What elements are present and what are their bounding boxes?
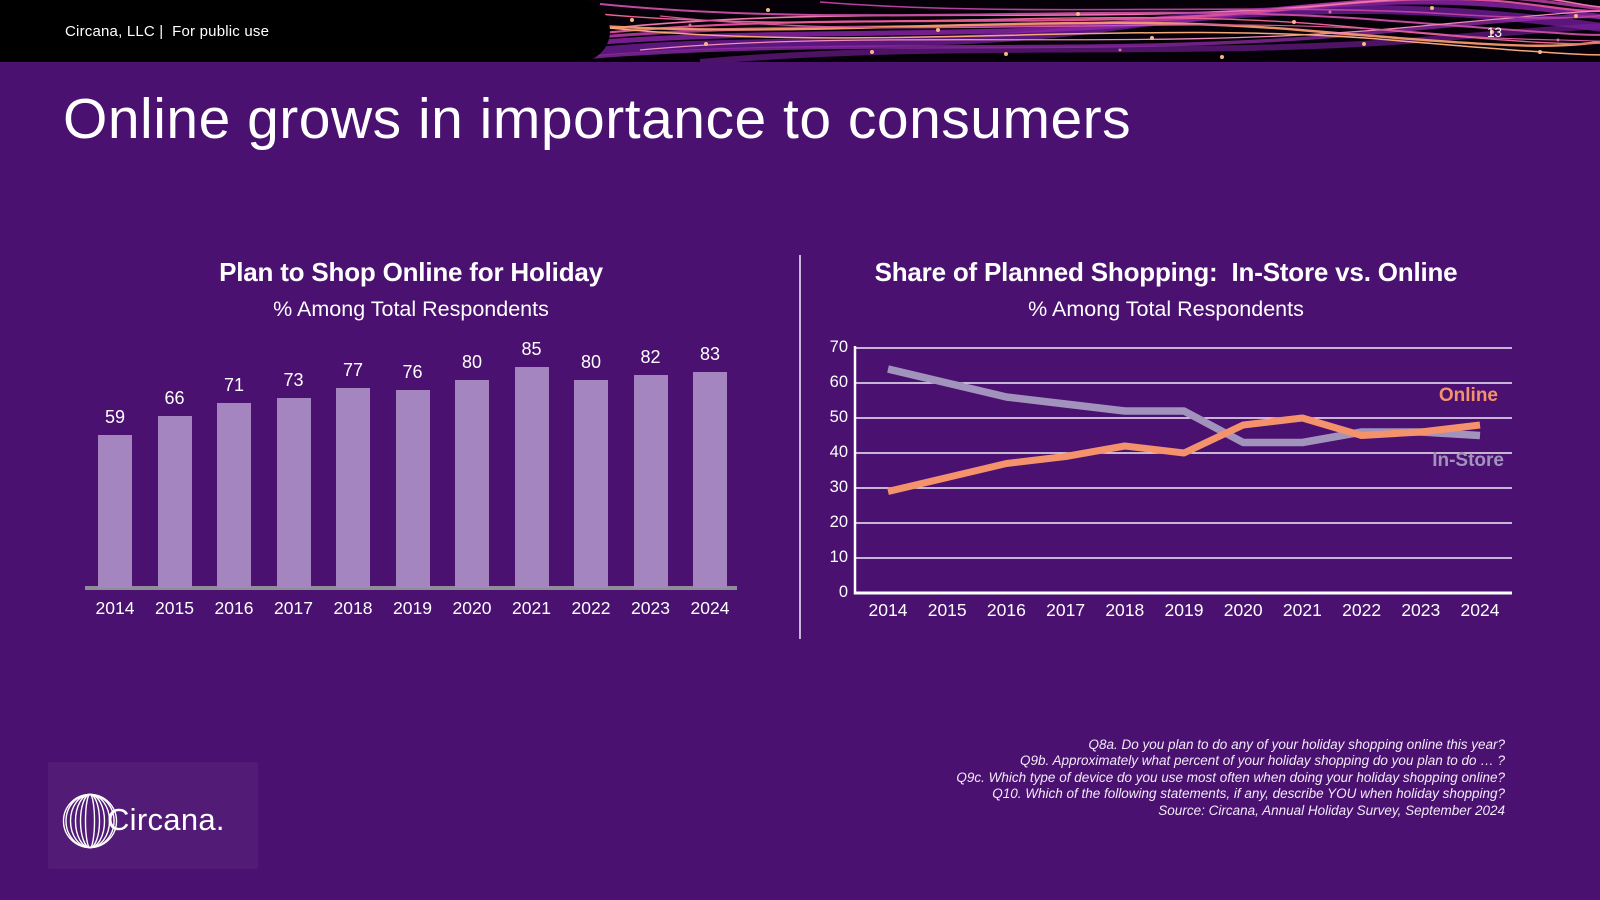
- footnote-line: Q10. Which of the following statements, …: [992, 786, 1505, 802]
- y-tick-label: 20: [829, 513, 848, 531]
- line-x-label: 2017: [1046, 600, 1086, 620]
- bar-chart-title: Plan to Shop Online for Holiday: [219, 257, 603, 287]
- bar-value-label: 76: [402, 362, 423, 382]
- bar-2014: [98, 435, 132, 588]
- bar-2018: [336, 388, 370, 588]
- line-x-label: 2018: [1105, 600, 1145, 620]
- y-tick-label: 30: [829, 478, 848, 496]
- bar-value-label: 77: [342, 360, 364, 380]
- circana-sphere-icon: [62, 793, 118, 849]
- footnote-line: Q9b. Approximately what percent of your …: [1019, 753, 1505, 769]
- line-chart-title: Share of Planned Shopping: In-Store vs. …: [874, 257, 1458, 287]
- bar-x-label: 2015: [155, 598, 194, 618]
- bar-x-label: 2020: [452, 598, 492, 618]
- line-x-label: 2019: [1164, 600, 1204, 620]
- footnotes: Q8a. Do you plan to do any of your holid…: [785, 737, 1505, 819]
- line-chart-xlabels: 2014 2015 2016 2017 2018 2019 2020 2021 2022 2023…: [820, 600, 1520, 624]
- line-x-label: 2020: [1223, 600, 1263, 620]
- bar-x-label: 2021: [512, 598, 551, 618]
- bar-x-label: 2022: [571, 598, 611, 618]
- bar-x-label: 2014: [95, 598, 135, 618]
- header-black-capsule: Circana, LLC | For public use: [0, 0, 610, 62]
- bar-x-label: 2017: [274, 598, 313, 618]
- y-tick-label: 10: [829, 548, 848, 566]
- logo-wordmark: Circana.: [107, 802, 225, 837]
- page-number: 13: [1486, 25, 1502, 40]
- line-x-label: 2022: [1342, 600, 1382, 620]
- line-x-label: 2014: [868, 600, 908, 620]
- instore-series-label: In-Store: [1432, 450, 1504, 471]
- y-tick-label: 60: [829, 373, 848, 391]
- bar-value-label: 83: [699, 344, 721, 364]
- bar-chart-xlabels: 2014 2015 2016 2017 2018 2019 2020 2021 2022 2023…: [85, 598, 737, 622]
- line-chart-subtitle: % Among Total Respondents: [1028, 297, 1304, 321]
- bar-2017: [276, 398, 311, 588]
- bar-x-label: 2024: [690, 598, 730, 618]
- bar-x-label: 2016: [214, 598, 254, 618]
- bar-2019: [395, 390, 430, 588]
- bar-value-label: 85: [521, 339, 542, 359]
- bar-chart-baseline: [85, 586, 737, 590]
- line-x-label: 2016: [986, 600, 1026, 620]
- line-x-label: 2023: [1401, 600, 1441, 620]
- top-banner: Circana, LLC | For public use 13: [0, 0, 1600, 62]
- chart-divider: [799, 255, 801, 639]
- online-line: [887, 414, 1481, 495]
- bar-value-label: 80: [461, 352, 483, 372]
- line-chart-plot: [853, 346, 1512, 595]
- bar-chart-subtitle: % Among Total Respondents: [273, 297, 549, 321]
- bar-2020: [455, 380, 489, 588]
- bar-value-label: 71: [223, 375, 245, 395]
- online-series-label: Online: [1438, 385, 1498, 406]
- bar-x-label: 2023: [631, 598, 670, 618]
- y-tick-label: 70: [829, 338, 848, 356]
- line-chart: 0 10 20 30 40 50 60 70 2014 2015 2016 2017 2018 2019…: [820, 338, 1520, 640]
- bar-2021: [514, 367, 549, 588]
- bar-value-label: 73: [283, 370, 304, 390]
- bar-2023: [633, 375, 668, 588]
- bar-2015: [157, 416, 192, 588]
- line-x-label: 2021: [1282, 600, 1322, 620]
- header-brand-text: Circana, LLC | For public use: [65, 22, 270, 40]
- line-x-label: 2015: [927, 600, 967, 620]
- slide-title: Online grows in importance to consumers: [63, 87, 1132, 151]
- footnote-line: Source: Circana, Annual Holiday Survey, …: [1158, 802, 1505, 818]
- bar-x-label: 2018: [333, 598, 373, 618]
- y-tick-label: 0: [838, 583, 848, 601]
- bar-value-label: 80: [580, 352, 602, 372]
- circana-logo: Circana.: [48, 762, 258, 869]
- footnote-line: Q9c. Which type of device do you use mos…: [956, 769, 1505, 785]
- line-x-label: 2024: [1460, 600, 1500, 620]
- bar-value-label: 82: [640, 347, 661, 367]
- bar-chart-plot: 59 66 71 73 77 76 80 85 80 82 83: [85, 339, 737, 590]
- footnote-line: Q8a. Do you plan to do any of your holid…: [1088, 737, 1505, 752]
- y-tick-label: 40: [829, 443, 848, 461]
- bar-2016: [217, 403, 251, 588]
- bar-value-label: 66: [164, 388, 185, 408]
- bar-value-label: 59: [104, 407, 126, 427]
- bar-x-label: 2019: [393, 598, 432, 618]
- bar-2022: [574, 380, 608, 588]
- bar-2024: [693, 372, 727, 588]
- y-tick-label: 50: [829, 408, 848, 426]
